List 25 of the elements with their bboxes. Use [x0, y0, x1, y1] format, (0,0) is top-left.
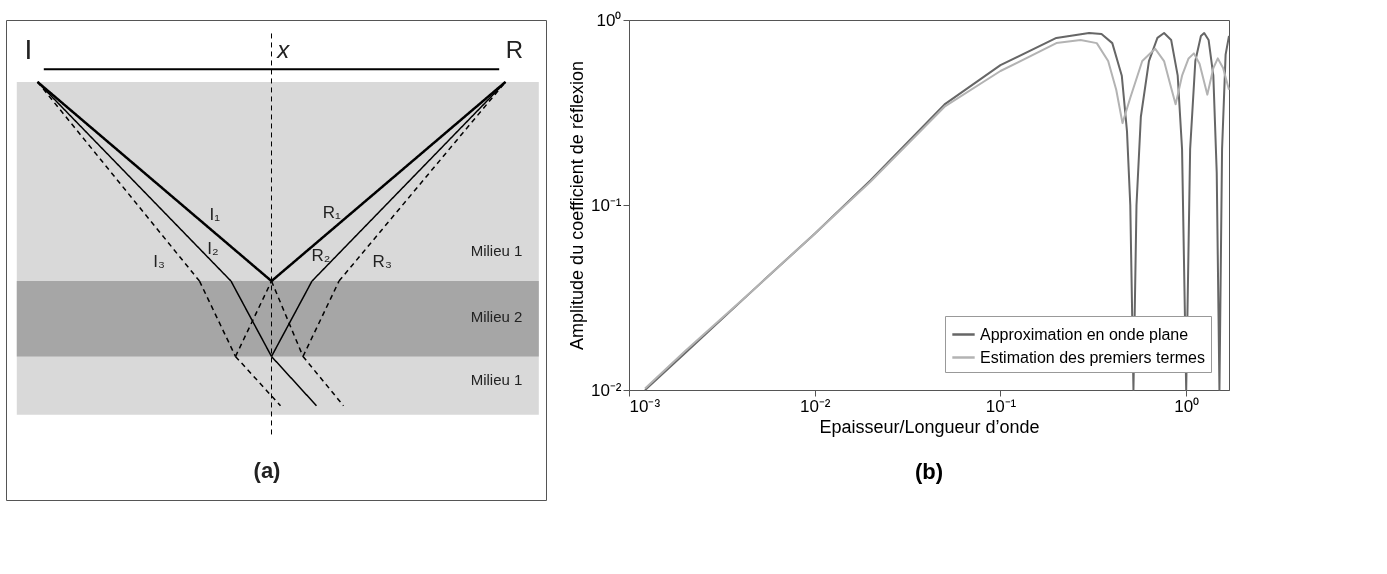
text: I₂	[207, 238, 219, 258]
y-tick-label: 10⁰	[596, 10, 622, 30]
text: (b)	[914, 459, 944, 484]
text: I₁	[209, 204, 221, 224]
y-tick-label: 10⁻²	[590, 380, 622, 400]
text: R	[505, 36, 524, 64]
text: Milieu 1	[470, 241, 523, 259]
legend-label: Estimation des premiers termes	[980, 348, 1205, 366]
text: R₃	[372, 252, 392, 272]
x-tick-label: 10⁻³	[629, 396, 661, 416]
x-tick-label: 10⁰	[1174, 396, 1200, 416]
y-tick-label: 10⁻¹	[590, 195, 622, 215]
text: R₁	[322, 202, 342, 222]
text: Milieu 2	[470, 307, 523, 325]
legend-label: Approximation en onde plane	[980, 325, 1189, 343]
y-axis-title: Amplitude du coefficient de réflexion	[566, 61, 587, 350]
text: I₃	[153, 252, 165, 272]
text: I	[24, 34, 33, 66]
x-tick-label: 10⁻¹	[985, 396, 1017, 416]
x-tick-label: 10⁻²	[799, 396, 831, 416]
x-axis-title: Epaisseur/Longueur d’onde	[819, 416, 1040, 437]
text: R₂	[311, 245, 331, 265]
text: (a)	[253, 458, 281, 484]
text: x	[276, 36, 291, 64]
text: Milieu 1	[470, 370, 523, 388]
